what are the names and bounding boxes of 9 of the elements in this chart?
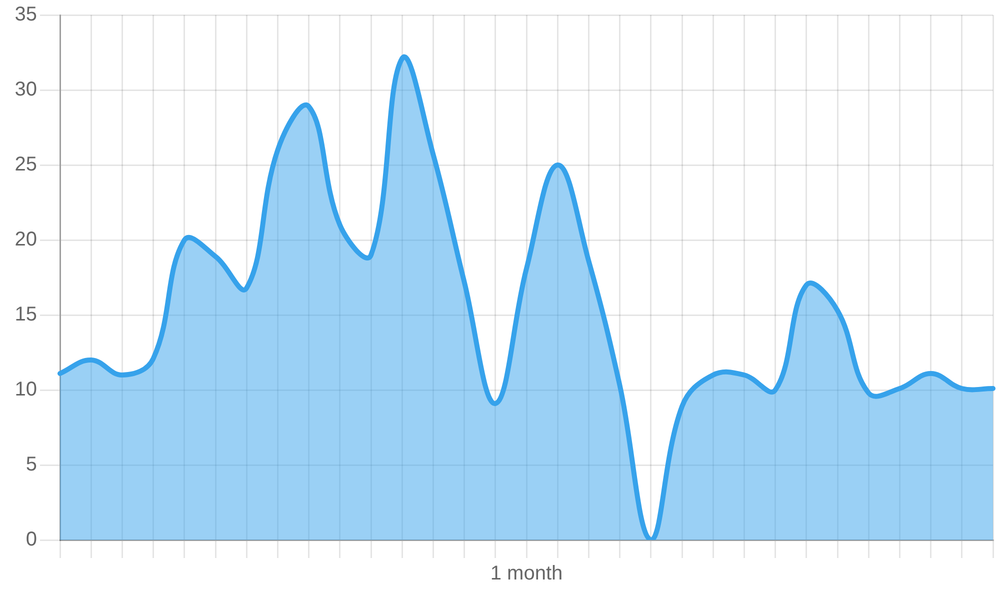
y-tick-label: 5 [26, 454, 37, 476]
y-tick-label: 30 [14, 78, 37, 101]
y-tick-label: 20 [14, 228, 37, 251]
y-tick-label: 0 [26, 528, 37, 551]
y-tick-label: 15 [14, 304, 37, 326]
y-tick-label: 25 [14, 154, 37, 176]
x-axis-title: 1 month [490, 562, 563, 585]
y-tick-label: 35 [14, 4, 37, 26]
y-tick-label: 10 [14, 378, 37, 401]
